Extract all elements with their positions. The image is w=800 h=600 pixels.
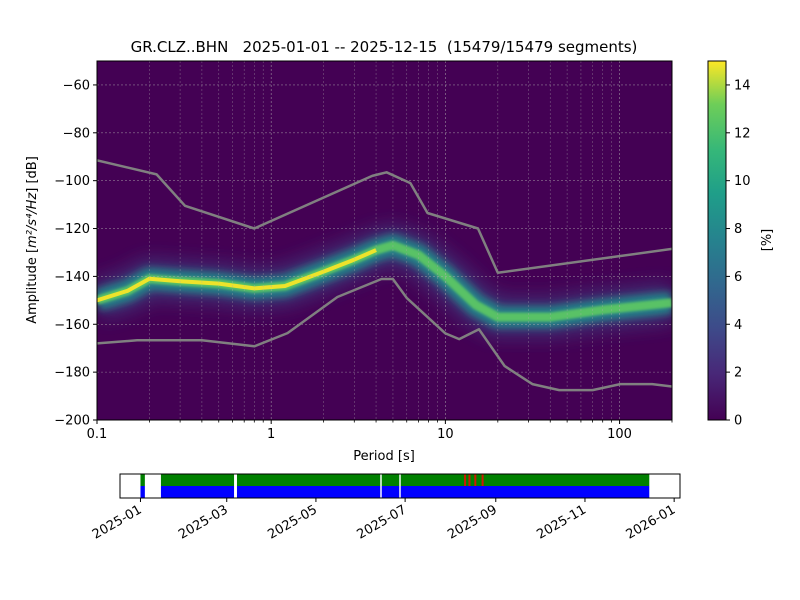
colorbar-tick-label: 0 xyxy=(734,414,742,429)
timeline-used-segment xyxy=(236,474,381,486)
timeline-tick-label: 2025-01 xyxy=(90,502,145,542)
y-axis: −200 −180 −160 −140 −120 −100 −80 −60 xyxy=(54,78,97,429)
timeline-used-segment xyxy=(160,474,235,486)
timeline-coverage-segment xyxy=(160,486,235,498)
colorbar-tick-label: 2 xyxy=(734,366,742,381)
timeline-coverage-segment xyxy=(400,486,650,498)
chart-title: GR.CLZ..BHN 2025-01-01 -- 2025-12-15 (15… xyxy=(131,38,638,56)
timeline-tick-label: 2025-03 xyxy=(176,502,231,542)
y-tick-label: −160 xyxy=(54,318,90,333)
y-tick-label: −100 xyxy=(54,174,90,189)
timeline-coverage-segment xyxy=(381,486,400,498)
density-peak xyxy=(97,248,377,303)
colorbar-ticks: 0 2 4 6 8 10 12 14 xyxy=(726,78,751,429)
timeline-axis: 2025-01 2025-03 2025-05 2025-07 2025-09 2025-… xyxy=(90,498,678,543)
timeline-tick-label: 2025-05 xyxy=(265,502,320,542)
x-tick-label: 10 xyxy=(437,427,454,442)
timeline-used-segment xyxy=(400,474,650,486)
colorbar-tick-label: 6 xyxy=(734,270,742,285)
timeline-flag xyxy=(474,474,477,486)
x-tick-label: 0.1 xyxy=(87,427,108,442)
timeline-tick-label: 2025-11 xyxy=(534,502,589,542)
timeline-frame xyxy=(119,473,681,499)
nhnm-curve xyxy=(97,159,672,275)
colorbar xyxy=(707,60,727,421)
x-axis-label: Period [s] xyxy=(353,449,415,464)
y-tick-label: −140 xyxy=(54,270,90,285)
timeline-coverage-segment xyxy=(140,486,145,498)
y-tick-label: −120 xyxy=(54,222,90,237)
colorbar-tick-label: 12 xyxy=(734,126,751,141)
y-tick-label: −80 xyxy=(63,126,90,141)
colorbar-tick-label: 8 xyxy=(734,222,742,237)
y-axis-label-suffix: ] [dB] xyxy=(25,156,40,193)
y-axis-label-math: m²/s⁴/Hz xyxy=(25,192,40,248)
y-tick-label: −200 xyxy=(54,414,90,429)
x-tick-label: 1 xyxy=(267,427,275,442)
timeline-flag xyxy=(468,474,471,486)
colorbar-tick-label: 4 xyxy=(734,318,742,333)
colorbar-tick-label: 14 xyxy=(734,78,751,93)
nlnm-curve xyxy=(97,277,672,392)
y-tick-label: −60 xyxy=(63,78,90,93)
timeline-used-segment xyxy=(140,474,145,486)
plot-frame xyxy=(96,60,673,421)
timeline-tick-label: 2025-07 xyxy=(355,502,410,542)
colorbar-label: [%] xyxy=(760,229,775,252)
x-tick-label: 100 xyxy=(607,427,632,442)
y-axis-label: Amplitude [m²/s⁴/Hz] [dB] xyxy=(25,156,40,324)
data-coverage-timeline xyxy=(140,474,650,498)
timeline-flag xyxy=(464,474,467,486)
y-axis-label-prefix: Amplitude [ xyxy=(25,248,40,324)
timeline-tick-label: 2025-09 xyxy=(445,502,500,542)
timeline-tick-label: 2026-01 xyxy=(624,502,679,542)
timeline-coverage-segment xyxy=(236,486,381,498)
density-layer xyxy=(97,225,672,338)
y-tick-label: −180 xyxy=(54,366,90,381)
x-axis: 0.1 1 10 100 xyxy=(87,420,673,442)
timeline-flag xyxy=(481,474,484,486)
timeline-used-segment xyxy=(381,474,400,486)
noise-models xyxy=(97,159,672,392)
colorbar-tick-label: 10 xyxy=(734,174,751,189)
